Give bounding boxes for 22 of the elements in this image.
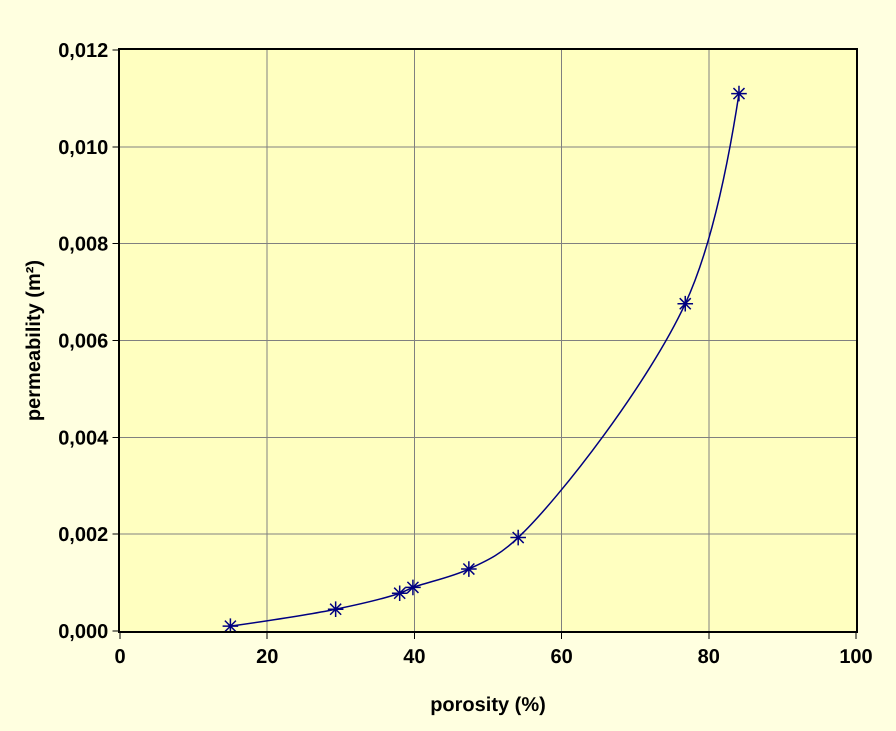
y-tick-label: 0,000 bbox=[58, 621, 108, 643]
point bbox=[327, 600, 344, 618]
y-tick-label: 0,010 bbox=[58, 136, 108, 159]
y-axis-title: permeability (m²) bbox=[23, 260, 46, 422]
point bbox=[404, 578, 422, 596]
point bbox=[510, 529, 527, 546]
x-tick-label: 40 bbox=[403, 646, 426, 668]
y-tick-label: 0,004 bbox=[58, 427, 110, 450]
y-tick-label: 0,002 bbox=[58, 524, 108, 546]
y-tick-label: 0,006 bbox=[58, 330, 108, 352]
x-tick-label: 20 bbox=[256, 646, 278, 668]
x-axis-title: porosity (%) bbox=[430, 694, 546, 716]
y-tick-label: 0,008 bbox=[58, 234, 108, 256]
x-tick-label: 60 bbox=[550, 646, 573, 668]
x-tick-label: 80 bbox=[698, 646, 720, 668]
point bbox=[391, 584, 408, 602]
point bbox=[730, 85, 748, 102]
x-tick-label: 0 bbox=[114, 646, 126, 668]
point bbox=[676, 295, 694, 312]
x-tick-label: 100 bbox=[839, 646, 873, 668]
y-tick-label: 0,012 bbox=[58, 40, 108, 62]
point bbox=[460, 560, 478, 578]
